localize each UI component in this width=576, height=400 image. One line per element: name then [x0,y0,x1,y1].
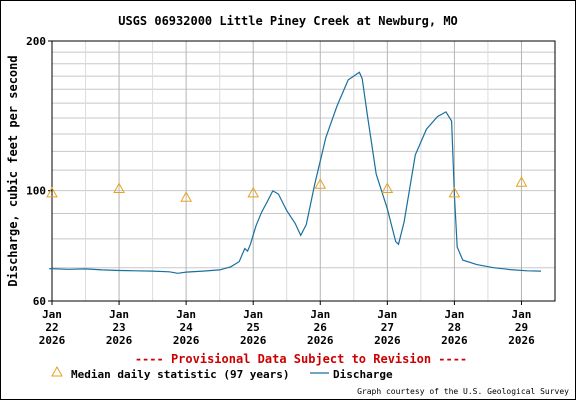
discharge-series-line [49,71,542,274]
x-tick-label: Jan 26 2026 [307,308,334,347]
provisional-note: ---- Provisional Data Subject to Revisio… [135,352,467,366]
y-tick-label: 100 [26,185,46,198]
median-markers [46,176,528,202]
x-tick-label: Jan 24 2026 [173,308,200,347]
median-point [180,191,192,202]
y-axis-label: Discharge, cubic feet per second [6,55,20,286]
x-tick-label: Jan 23 2026 [106,308,133,347]
median-point [247,186,260,198]
median-point [113,182,125,194]
x-tick-label: Jan 27 2026 [374,308,401,347]
grid-lines [52,41,555,301]
median-point [381,182,394,194]
x-tick-label: Jan 28 2026 [441,308,468,347]
legend-triangle-icon [51,365,63,377]
median-point [515,176,528,187]
x-tick-label: Jan 29 2026 [508,308,535,347]
y-tick-label: 60 [33,295,46,308]
credit-text: Graph courtesy of the U.S. Geological Su… [357,387,569,396]
legend: Median daily statistic (97 years) Discha… [51,365,393,381]
x-tick-label: Jan 22 2026 [39,308,66,347]
x-axis-ticks: Jan 22 2026 Jan 23 2026 Jan 24 2026 Jan 25 2026 Jan 2… [39,301,535,347]
chart-title: USGS 06932000 Little Piney Creek at Newb… [118,14,458,28]
y-tick-label: 200 [26,35,46,48]
legend-label-discharge: Discharge [333,368,393,381]
median-point [448,186,461,198]
median-point [46,186,58,198]
plot-area-frame [51,40,556,302]
x-tick-label: Jan 25 2026 [240,308,267,347]
y-axis-ticks: 60 100 200 [26,35,52,308]
legend-label-median: Median daily statistic (97 years) [71,368,290,381]
median-point [314,178,327,189]
series-layer [49,71,542,274]
